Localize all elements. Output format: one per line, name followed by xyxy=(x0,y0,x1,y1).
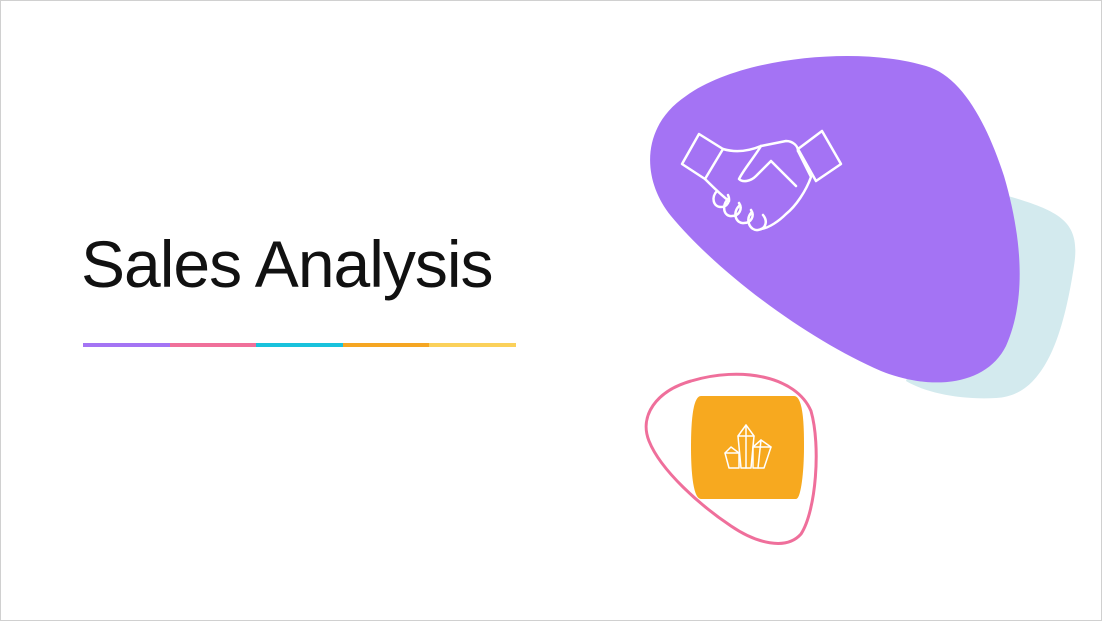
pink-outline-blob xyxy=(644,372,818,545)
crystal-icon xyxy=(724,424,772,469)
handshake-icon xyxy=(680,129,843,232)
underline-segment-yellow xyxy=(429,343,516,347)
orange-square xyxy=(691,396,804,499)
underline-segment-pink xyxy=(169,343,257,347)
title-underline xyxy=(83,343,516,347)
underline-segment-orange xyxy=(342,343,430,347)
underline-segment-purple xyxy=(83,343,170,347)
slide-title: Sales Analysis xyxy=(81,227,494,301)
underline-segment-cyan xyxy=(256,343,343,347)
purple-blob xyxy=(650,56,1020,383)
